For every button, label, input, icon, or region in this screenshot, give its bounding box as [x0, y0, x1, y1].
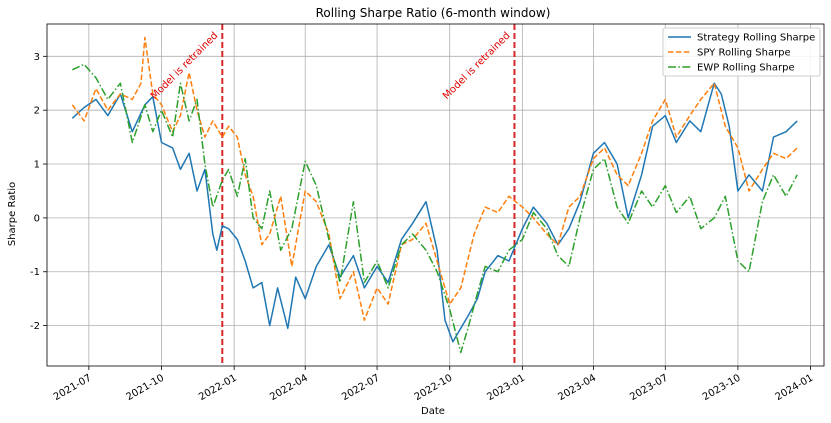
- legend-label: Strategy Rolling Sharpe: [697, 33, 815, 44]
- x-axis-title: Date: [421, 406, 445, 417]
- y-tick-label: 0: [34, 213, 40, 224]
- y-axis-title: Sharpe Ratio: [7, 182, 18, 246]
- y-tick-label: -1: [30, 267, 40, 278]
- chart-title: Rolling Sharpe Ratio (6-month window): [316, 6, 551, 20]
- series-lines: [71, 36, 798, 354]
- y-axis-ticks: -2 -1 0 1 2 3: [30, 52, 47, 332]
- series-line-2: [71, 63, 798, 354]
- legend-box: [662, 27, 821, 77]
- retrain-markers: [221, 24, 516, 366]
- y-tick-label: 2: [34, 106, 40, 117]
- series-line-1: [71, 36, 798, 321]
- legend-label: SPY Rolling Sharpe: [697, 48, 791, 59]
- y-tick-label: -2: [30, 321, 40, 332]
- series-line-0: [71, 82, 798, 343]
- legend: Strategy Rolling Sharpe SPY Rolling Sharp…: [662, 27, 821, 77]
- grid: [47, 24, 824, 366]
- y-tick-label: 1: [34, 160, 40, 171]
- y-tick-label: 3: [34, 52, 40, 63]
- plot-frame: [46, 23, 825, 367]
- legend-label: EWP Rolling Sharpe: [697, 63, 795, 74]
